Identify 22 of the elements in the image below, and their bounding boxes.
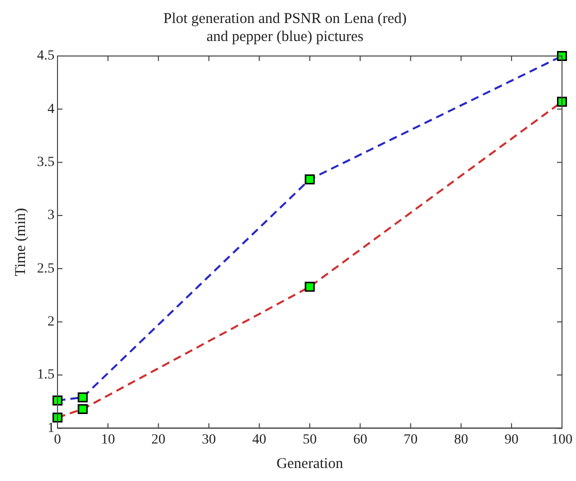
x-tick-label: 50 bbox=[302, 432, 317, 448]
x-tick-label: 60 bbox=[353, 432, 368, 448]
chart-title: Plot generation and PSNR on Lena (red) and pepper (blue) pictures bbox=[163, 10, 407, 45]
y-tick-label: 2 bbox=[48, 314, 54, 330]
y-tick-label: 2.5 bbox=[37, 261, 54, 276]
x-tick-label: 80 bbox=[454, 432, 468, 448]
y-tick-label: 3 bbox=[48, 208, 54, 224]
x-tick-label: 20 bbox=[151, 432, 166, 448]
x-tick-label: 40 bbox=[252, 432, 266, 448]
x-tick-label: 0 bbox=[54, 432, 61, 448]
y-tick-label: 1.5 bbox=[37, 368, 54, 383]
x-tick-label: 90 bbox=[504, 432, 519, 448]
y-axis-title: Time (min) bbox=[12, 208, 29, 276]
x-tick-label: 10 bbox=[100, 432, 115, 448]
x-tick-label: 100 bbox=[552, 432, 572, 448]
x-tick-label: 70 bbox=[404, 432, 418, 448]
y-tick-label: 4 bbox=[48, 102, 54, 117]
y-tick-label: 3.5 bbox=[37, 155, 54, 170]
x-axis-title: Generation bbox=[276, 456, 344, 472]
y-tick-label: 4.5 bbox=[37, 48, 54, 64]
x-tick-label: 30 bbox=[202, 432, 216, 448]
y-tick-label: 1 bbox=[48, 420, 54, 436]
